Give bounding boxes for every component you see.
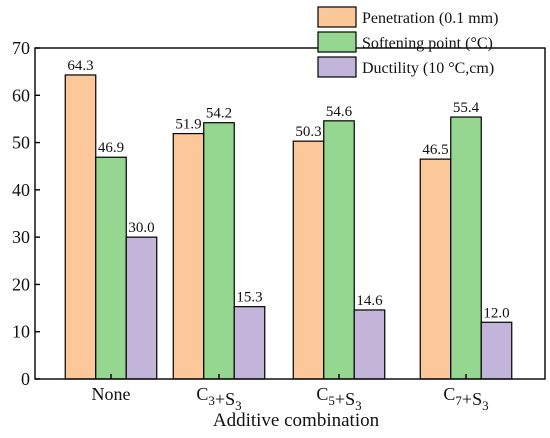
bar-value-label: 12.0 (483, 305, 509, 321)
bar-value-label: 46.5 (422, 142, 448, 158)
bar-value-label: 50.3 (295, 124, 321, 140)
bar (480, 321, 513, 380)
legend-swatch (317, 6, 357, 28)
y-tick-label: 60 (12, 85, 30, 105)
legend-label: Penetration (0.1 mm) (362, 10, 498, 27)
x-axis-title: Additive combination (213, 410, 380, 431)
legend-label: Ductility (10 °C,cm) (362, 60, 494, 77)
y-tick-label: 40 (12, 180, 30, 200)
bar (172, 132, 205, 380)
bar (233, 306, 266, 380)
bars-group (64, 74, 513, 380)
bar (323, 120, 355, 380)
bar (292, 140, 325, 380)
bar-value-label: 64.3 (67, 58, 93, 74)
bar-value-label: 14.6 (356, 293, 383, 309)
bar (353, 309, 386, 380)
legend-label: Softening point (°C) (362, 35, 493, 52)
x-category-label: C5+S3 (316, 384, 361, 413)
bar (95, 156, 127, 380)
x-category-label: C3+S3 (196, 384, 241, 413)
x-category-label: C7+S3 (443, 384, 488, 413)
bar-value-label: 54.6 (326, 104, 353, 120)
legend-swatch (317, 31, 357, 53)
y-tick-label: 20 (12, 274, 30, 294)
bar-value-label: 15.3 (236, 290, 262, 306)
bar-value-label: 54.2 (206, 106, 232, 122)
y-tick-label: 50 (12, 133, 30, 153)
bar-value-label: 51.9 (175, 117, 201, 133)
axes-group: 0 10 20 30 40 50 60 70 None C3+S3 C5+S3 C7+S3 (12, 38, 546, 413)
legend: Penetration (0.1 mm) Softening point (°C)… (317, 6, 498, 78)
y-tick-label: 10 (12, 322, 30, 342)
y-tick-label: 70 (12, 38, 30, 58)
bar-value-label: 46.9 (98, 140, 124, 156)
y-tick-label: 0 (21, 369, 30, 389)
bar (419, 158, 452, 380)
data-labels-group: 64.3 51.9 50.3 46.5 46.9 54.2 54.6 55.4 30.0 15.3… (67, 58, 509, 321)
bar-value-label: 30.0 (128, 220, 154, 236)
plot-frame (34, 47, 546, 380)
bar (64, 74, 97, 380)
bar (203, 122, 235, 380)
bar (125, 236, 158, 380)
bar-value-label: 55.4 (453, 100, 480, 116)
legend-swatch (317, 56, 357, 78)
y-tick-label: 30 (12, 227, 30, 247)
x-category-label: None (92, 384, 131, 404)
bar (450, 116, 482, 380)
